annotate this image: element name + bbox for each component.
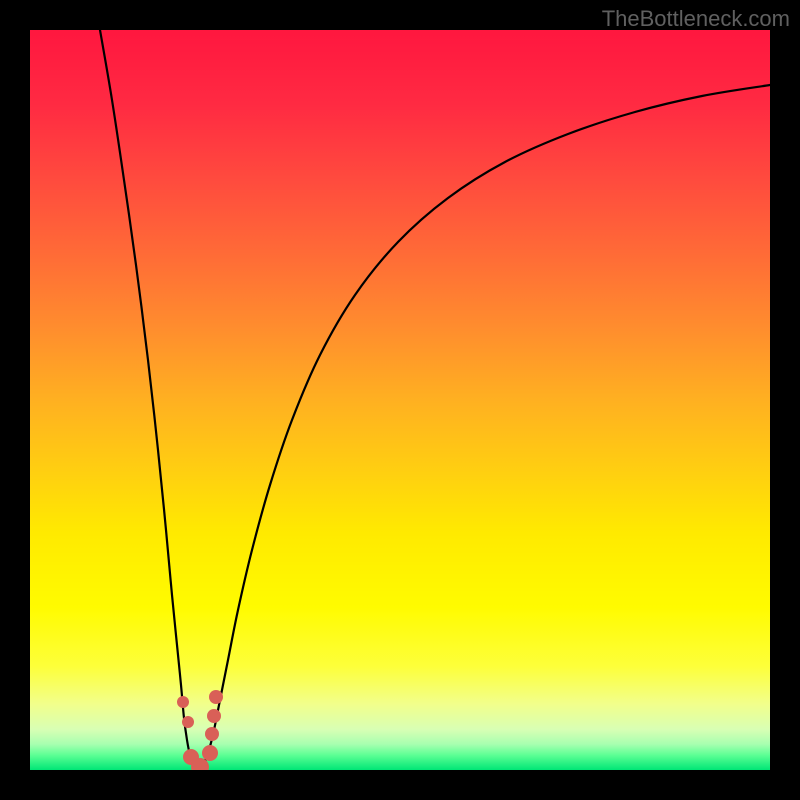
watermark-text: TheBottleneck.com	[602, 6, 790, 32]
data-point-marker	[209, 690, 223, 704]
curve-layer	[30, 30, 770, 770]
data-point-marker	[182, 716, 194, 728]
curve-left-branch	[100, 30, 199, 770]
data-point-marker	[202, 745, 218, 761]
data-point-marker	[207, 709, 221, 723]
data-point-marker	[177, 696, 189, 708]
plot-area	[30, 30, 770, 770]
curve-right-branch	[199, 85, 770, 770]
data-point-marker	[205, 727, 219, 741]
